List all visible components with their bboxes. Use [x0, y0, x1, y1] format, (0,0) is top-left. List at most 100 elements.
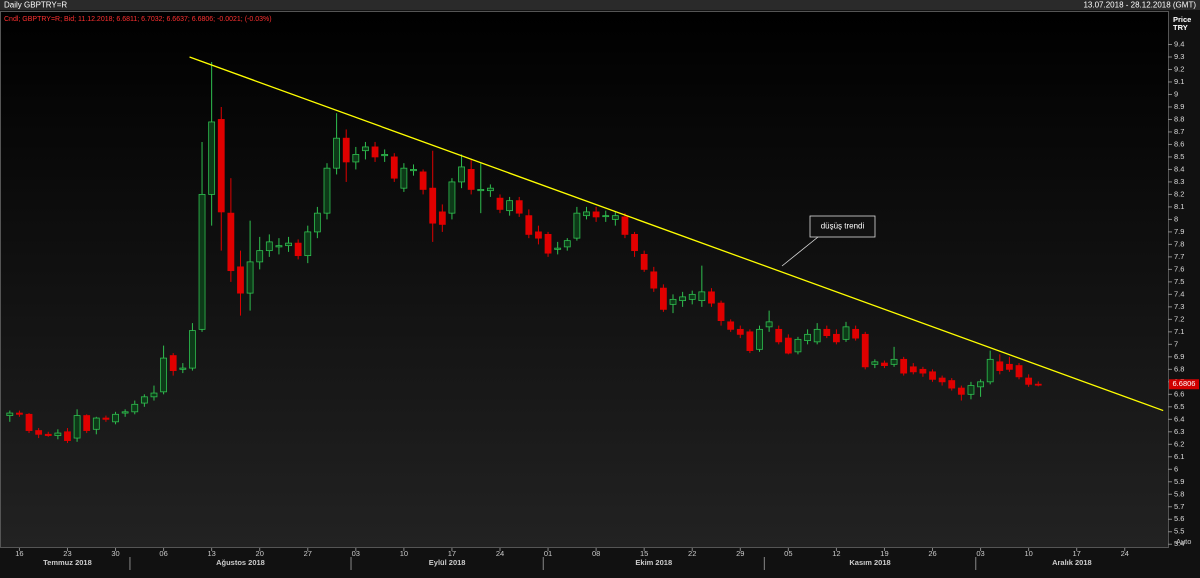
y-tick-label: 8.7	[1174, 127, 1184, 136]
x-tick-label: 01	[544, 549, 552, 558]
candle-body	[861, 333, 869, 368]
candle-body	[44, 433, 52, 436]
x-tick-label: 08	[592, 549, 600, 558]
y-tick-label: 8.8	[1174, 114, 1184, 123]
y-tick-label: 8.5	[1174, 152, 1184, 161]
candle-body	[467, 169, 475, 190]
x-tick-label: 19	[880, 549, 888, 558]
candle-body	[410, 169, 417, 172]
y-tick-label: 6.8	[1174, 364, 1184, 373]
candle-body	[448, 181, 456, 214]
last-price-tag	[1169, 379, 1199, 390]
x-tick-label: 29	[736, 549, 744, 558]
y-tick-label: 7.9	[1174, 227, 1184, 236]
candle-body	[554, 247, 562, 250]
candle-body	[717, 302, 725, 322]
y-tick-label: 9.1	[1174, 77, 1184, 86]
candle-body	[371, 146, 379, 158]
candle-body	[823, 328, 831, 336]
last-price-label: 6.6806	[1173, 379, 1196, 388]
candle-body	[1006, 363, 1013, 370]
candle-body	[313, 212, 321, 233]
y-tick-label: 8.4	[1174, 164, 1184, 173]
candle-body	[92, 417, 100, 430]
y-tick-label: 6.3	[1174, 427, 1184, 436]
candle-body	[381, 154, 389, 157]
auto-button[interactable]: Auto	[1176, 537, 1191, 546]
candle-body	[390, 156, 398, 179]
candle-body	[217, 119, 225, 213]
candle-body	[967, 385, 975, 395]
y-axis-label: Price	[1173, 15, 1191, 24]
candle-body	[515, 200, 523, 214]
y-tick-label: 7.7	[1174, 252, 1184, 261]
candle-body	[275, 245, 283, 248]
y-tick-label: 6	[1174, 464, 1178, 473]
y-tick-label: 7.3	[1174, 302, 1184, 311]
candle-body	[996, 361, 1004, 371]
x-tick-label: 12	[832, 549, 840, 558]
candle-body	[775, 328, 783, 343]
annotation-connector	[781, 236, 819, 267]
y-axis-unit: TRY	[1173, 23, 1188, 32]
candle-body	[333, 137, 340, 169]
x-tick-label: 03	[976, 549, 984, 558]
candle-body	[323, 167, 331, 214]
y-tick-label: 9.4	[1174, 39, 1184, 48]
y-tick-label: 6.9	[1174, 352, 1184, 361]
month-label: Ekim 2018	[635, 558, 672, 567]
header-title: Daily GBPTRY=R	[4, 1, 67, 10]
candle-body	[909, 366, 917, 373]
x-tick-label: 15	[640, 549, 648, 558]
x-tick-label: 27	[304, 549, 312, 558]
candle-body	[929, 371, 936, 380]
candle-body	[83, 415, 91, 431]
candle-body	[842, 326, 850, 340]
candle-body	[919, 368, 927, 374]
annotation-text: düşüş trendi	[821, 222, 865, 231]
candle-body	[342, 137, 350, 163]
y-tick-label: 5.6	[1174, 514, 1184, 523]
candle-body	[121, 411, 129, 414]
candle-body	[563, 240, 571, 248]
y-tick-label: 7.1	[1174, 327, 1184, 336]
candle-body	[583, 211, 590, 217]
y-tick-label: 6.5	[1174, 402, 1184, 411]
candle-body	[16, 412, 23, 415]
candles	[6, 61, 1042, 444]
candle-body	[150, 392, 158, 398]
candle-body	[871, 361, 879, 365]
candle-body	[573, 212, 581, 239]
candle-body	[131, 403, 139, 413]
candle-body	[227, 212, 235, 272]
y-tick-label: 9.3	[1174, 52, 1184, 61]
candle-body	[506, 200, 514, 212]
candle-body	[900, 358, 908, 374]
candle-body	[486, 187, 494, 192]
candle-body	[736, 328, 744, 335]
candle-body	[650, 271, 658, 289]
candle-body	[400, 167, 408, 189]
candle-body	[602, 215, 610, 218]
trend-line	[189, 56, 1164, 412]
candle-body	[727, 321, 735, 330]
candle-body	[237, 266, 244, 294]
candle-body	[477, 189, 485, 192]
candle-body	[525, 215, 533, 235]
x-tick-label: 26	[928, 549, 936, 558]
candle-body	[179, 367, 187, 370]
candle-body	[496, 197, 504, 210]
candle-body	[881, 362, 888, 366]
candle-body	[592, 211, 600, 218]
candle-body	[73, 415, 81, 439]
candle-body	[458, 166, 465, 183]
candle-body	[640, 253, 648, 270]
header-bar	[0, 0, 1200, 10]
candle-body	[986, 358, 994, 383]
candle-body	[957, 387, 965, 395]
candle-body	[833, 333, 840, 343]
candle-body	[794, 338, 802, 353]
candle-body	[208, 121, 216, 195]
candle-body	[6, 412, 14, 416]
